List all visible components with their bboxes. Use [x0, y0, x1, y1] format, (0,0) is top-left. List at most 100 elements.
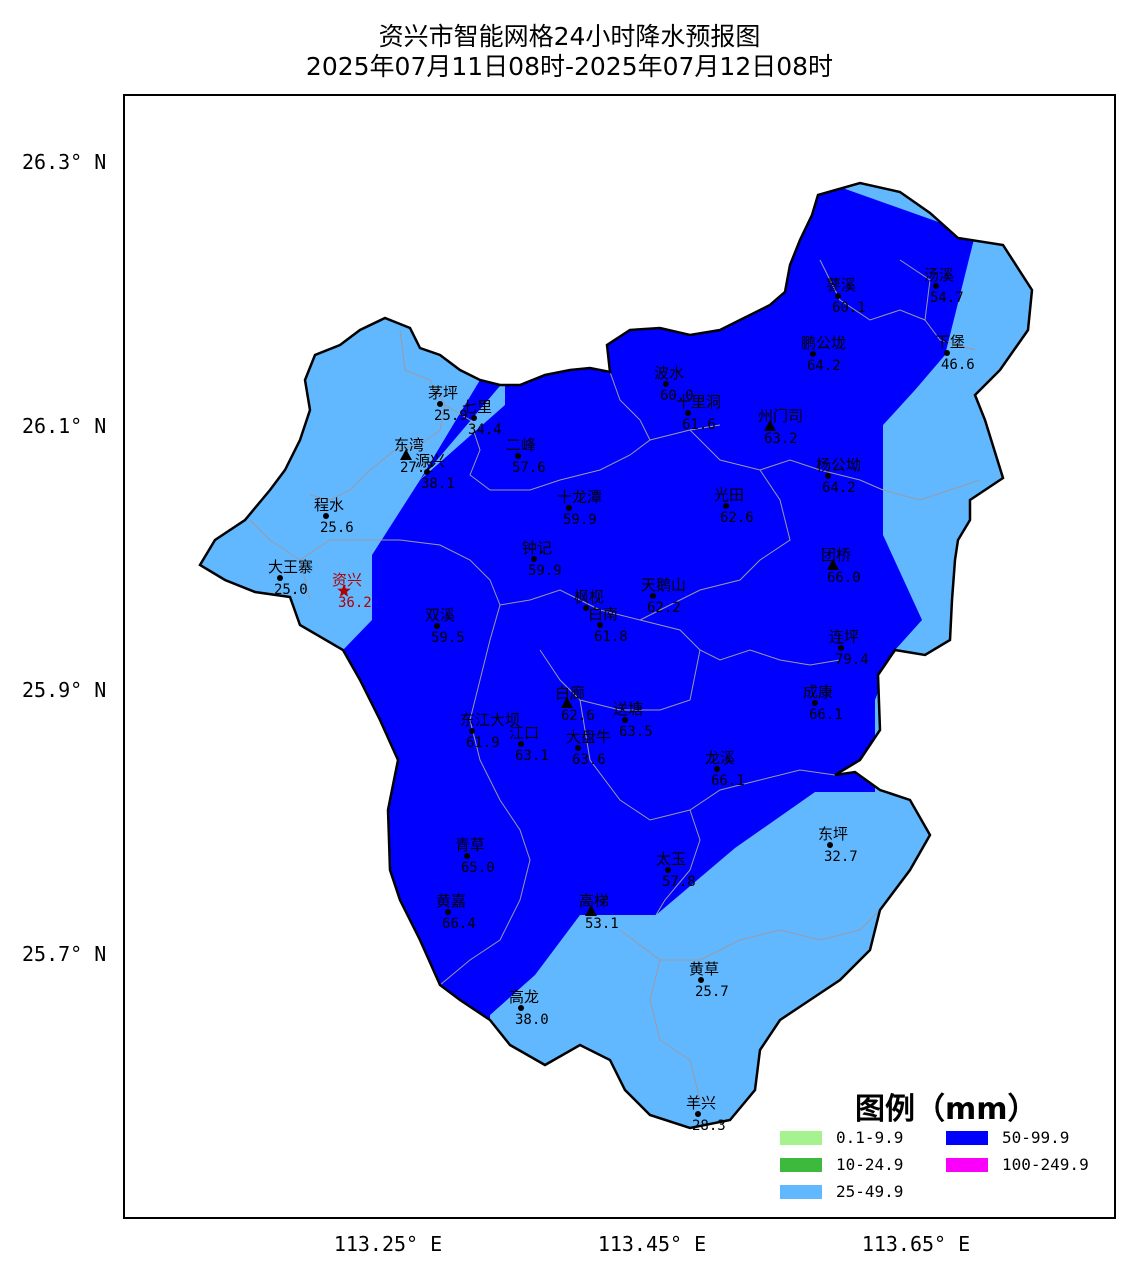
zone-50-100: [300, 183, 975, 1100]
legend-label: 10-24.9: [836, 1155, 904, 1174]
station-value-label: 54.7: [930, 290, 964, 306]
station-name-label: 成康: [803, 683, 833, 701]
station-value-label: 61.6: [682, 417, 716, 433]
legend-label: 0.1-9.9: [836, 1128, 904, 1147]
station-name-label: 光田: [714, 486, 744, 504]
legend: 图例（mm） 0.1-9.9 10-24.9 25-49.9 50-99.9 1…: [780, 1084, 1120, 1210]
station-name-label: 二峰: [506, 436, 536, 454]
station-14: 程水 25.6: [314, 496, 354, 536]
station-name-label: 东坪: [818, 825, 848, 843]
station-value-label: 34.4: [468, 422, 502, 438]
station-value-label: 62.6: [720, 510, 754, 526]
legend-swatch: [946, 1158, 988, 1172]
station-name-label: 资兴: [332, 571, 362, 589]
station-dot-marker: [575, 745, 581, 751]
station-name-label: 十龙潭: [557, 488, 602, 506]
station-22: 枫枧: [574, 588, 604, 611]
station-8: 茅坪 25.9: [428, 384, 468, 424]
city-star-marker: [337, 584, 351, 597]
station-dot-marker: [827, 842, 833, 848]
station-value-label: 60.0: [660, 388, 694, 404]
station-9: 七里 34.4: [462, 398, 502, 438]
station-value-label: 25.7: [695, 984, 729, 1000]
station-name-label: 汤溪: [924, 266, 954, 284]
station-name-label: 白南: [588, 605, 618, 623]
station-6: 十里洞 61.6: [676, 393, 721, 433]
station-34: 青草 65.0: [455, 836, 495, 876]
station-value-label: 66.1: [809, 707, 843, 723]
station-dot-marker: [685, 410, 691, 416]
station-dot-marker: [812, 700, 818, 706]
station-dot-marker: [531, 556, 537, 562]
station-2: 蓼溪 60.1: [826, 276, 866, 316]
legend-title: 图例（mm）: [855, 1092, 1038, 1127]
station-3: 鹏公垅 64.2: [801, 334, 846, 374]
station-16: 光田 62.6: [714, 486, 754, 526]
station-18: 团桥 66.0: [821, 546, 861, 586]
station-name-label: 杨公坳: [816, 456, 861, 474]
station-dot-marker: [469, 728, 475, 734]
station-dot-marker: [622, 717, 628, 723]
station-dot-marker: [566, 505, 572, 511]
station-30: 江口 63.1: [509, 724, 549, 764]
station-value-label: 79.4: [835, 652, 869, 668]
station-name-label: 鹏公垅: [801, 334, 846, 352]
station-value-label: 57.6: [512, 460, 546, 476]
station-value-label: 53.1: [585, 916, 619, 932]
station-value-label: 62.2: [647, 600, 681, 616]
station-4: 下堡 46.6: [935, 333, 975, 373]
station-dot-marker: [650, 593, 656, 599]
station-name-label: 羊兴: [686, 1094, 716, 1112]
station-value-label: 59.5: [431, 630, 465, 646]
station-name-label: 太玉: [656, 850, 686, 868]
station-name-label: 程水: [314, 496, 344, 514]
lon-label-113-45: 113.45° E: [597, 1232, 707, 1256]
station-value-label: 61.9: [466, 735, 500, 751]
station-7: 州门司 63.2: [758, 407, 803, 447]
station-name-label: 七里: [462, 398, 492, 416]
station-name-label: 茅坪: [428, 384, 458, 402]
station-name-label: 枫枧: [574, 588, 604, 606]
station-dot-marker: [445, 909, 451, 915]
legend-swatch: [780, 1185, 822, 1199]
lat-label-25-9: 25.9° N: [22, 678, 107, 702]
map-frame: [123, 94, 1116, 1219]
station-37: 高梯 53.1: [579, 892, 619, 932]
station-35: 太玉 57.8: [656, 850, 696, 890]
legend-swatch: [780, 1158, 822, 1172]
map-title: 资兴市智能网格24小时降水预报图: [378, 22, 761, 51]
station-26: 白廊 62.6: [555, 684, 595, 724]
station-name-label: 高龙: [509, 988, 539, 1006]
station-value-label: 60.1: [832, 300, 866, 316]
station-25: 连坪 79.4: [829, 628, 869, 668]
station-dot-marker: [464, 853, 470, 859]
station-value-label: 25.0: [274, 582, 308, 598]
station-dot-marker: [723, 503, 729, 509]
station-value-label: 64.2: [807, 358, 841, 374]
station-name-label: 送塘: [613, 700, 643, 718]
station-value-label: 25.9: [434, 408, 468, 424]
station-value-label: 66.1: [711, 773, 745, 789]
station-value-label: 66.0: [827, 570, 861, 586]
station-value-label: 64.2: [822, 480, 856, 496]
station-triangle-marker: [764, 420, 776, 431]
station-dot-marker: [714, 766, 720, 772]
station-39: 高龙 38.0: [509, 988, 549, 1028]
station-dot-marker: [471, 415, 477, 421]
station-value-label: 46.6: [941, 357, 975, 373]
station-24: 双溪 59.5: [425, 606, 465, 646]
station-dot-marker: [698, 977, 704, 983]
station-name-label: 团桥: [821, 546, 851, 564]
station-name-label: 下堡: [935, 333, 965, 351]
station-dot-marker: [434, 623, 440, 629]
station-19: 大王寨 25.0: [268, 558, 313, 598]
station-name-label: 天鹅山: [641, 576, 686, 594]
station-dot-marker: [665, 867, 671, 873]
station-dot-marker: [424, 469, 430, 475]
map-subtitle-period: 2025年07月11日08时-2025年07月12日08时: [305, 52, 834, 81]
station-dot-marker: [810, 351, 816, 357]
lat-label-26-3: 26.3° N: [22, 150, 107, 174]
legend-swatch: [946, 1131, 988, 1145]
